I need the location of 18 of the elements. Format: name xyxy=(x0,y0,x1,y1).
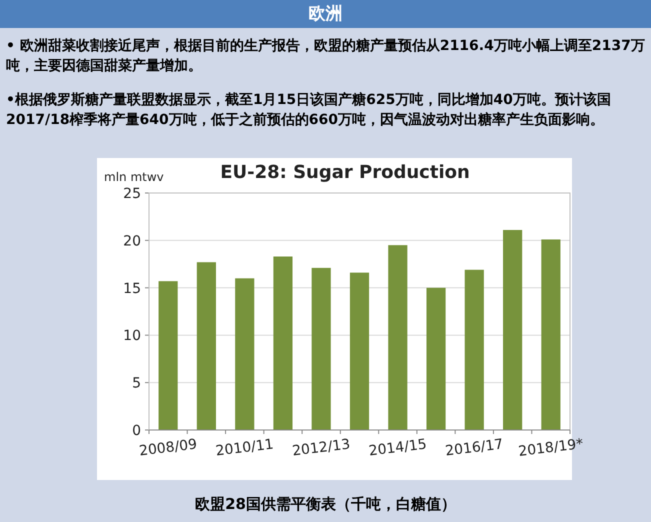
y-axis-title: mln mtwv xyxy=(104,170,164,184)
annotation: • 欧洲甜菜收割接近尾声，根据目前的生产报告，欧盟的糖产量预估从2116.4万吨小幅上调至2137万吨，主要因德国甜菜产量增加。 xyxy=(6,37,646,76)
y-tick-label: 5 xyxy=(132,376,141,392)
x-tick-label: 2018/19* xyxy=(518,436,584,460)
x-tick-label: 2014/15 xyxy=(368,436,428,460)
y-tick-label: 10 xyxy=(123,328,141,344)
x-tick-label: 2016/17 xyxy=(444,436,504,460)
annotation: 欧盟28国供需平衡表（千吨，白糖值） xyxy=(194,495,457,514)
y-tick-label: 25 xyxy=(123,186,141,202)
y-tick-label: 20 xyxy=(123,233,141,250)
annotation: 欧洲 xyxy=(0,0,651,28)
x-tick-label: 2010/11 xyxy=(214,436,275,460)
x-tick-label: 2008/09 xyxy=(138,436,198,460)
annotation: •根据俄罗斯糖产量联盟数据显示，截至1月15日该国产糖625万吨，同比增加40万吨。预计该国2017/18榨季将产量640万吨，低于之前预估的660万吨，因气温波动对出糖率产生负面影响。 xyxy=(6,90,612,130)
chart-title: EU-28: Sugar Production xyxy=(220,162,470,183)
y-tick-label: 0 xyxy=(132,423,141,439)
x-tick-label: 2012/13 xyxy=(291,436,352,460)
y-tick-label: 15 xyxy=(123,280,141,297)
